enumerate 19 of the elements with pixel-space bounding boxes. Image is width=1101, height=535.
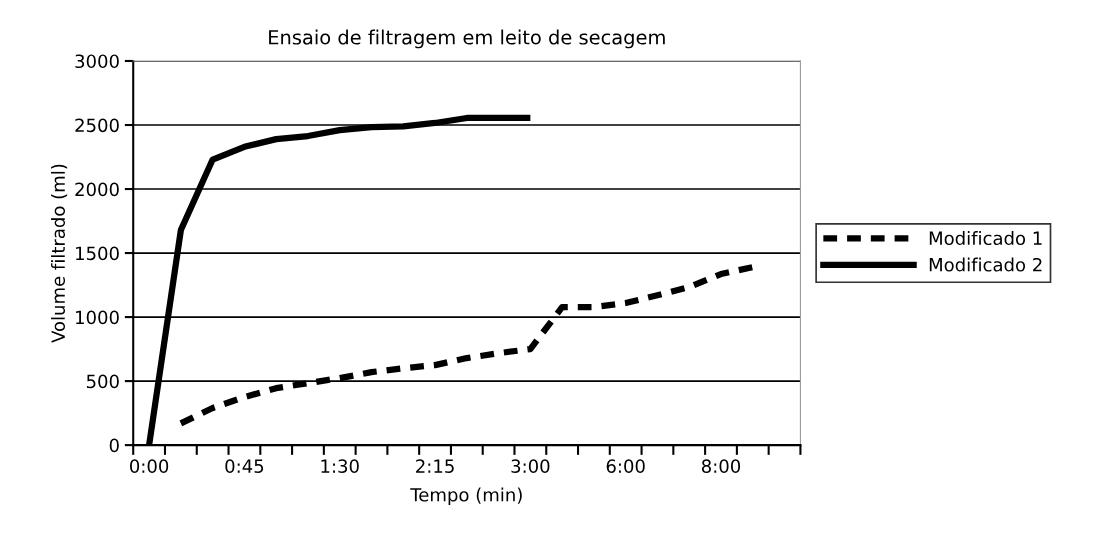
y-tick-label: 2500 [75,118,119,133]
y-tick-label: 3000 [75,54,119,69]
y-tick-label: 2000 [75,182,119,197]
x-tick-label: 0:45 [225,459,264,473]
x-tick-label: 2:15 [416,459,454,473]
legend-label: Modificado 1 [929,231,1042,246]
chart-title: Ensaio de filtragem em leito de secagem [269,29,665,49]
y-tick-label: 1500 [76,246,119,261]
x-tick-label: 3:00 [511,459,550,473]
x-tick-label: 6:00 [606,459,645,473]
y-tick-label: 0 [109,438,119,453]
x-tick-label: 1:30 [321,459,359,473]
y-tick-label: 1000 [76,310,119,325]
x-axis-title: Tempo (min) [410,487,522,506]
legend-label: Modificado 2 [929,257,1042,272]
x-tick-label: 8:00 [701,459,741,473]
x-tick-label: 0:00 [130,459,169,473]
y-axis-title: Volume filtrado (ml) [51,164,68,343]
y-tick-label: 500 [86,374,119,389]
